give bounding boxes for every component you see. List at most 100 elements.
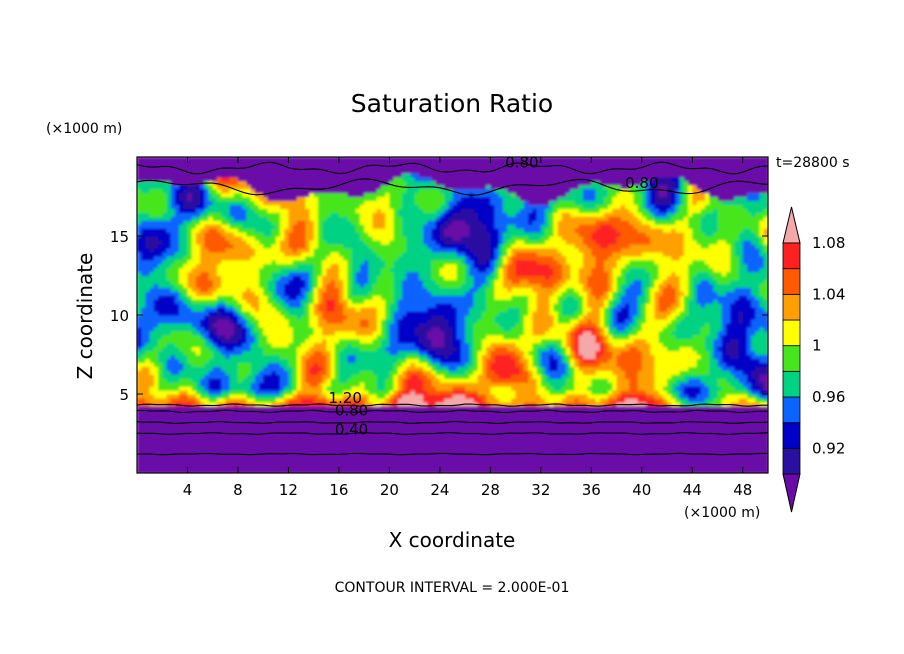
field-cell bbox=[208, 469, 214, 473]
field-cell bbox=[755, 405, 761, 411]
field-cell bbox=[494, 354, 500, 360]
field-cell bbox=[195, 354, 201, 360]
field-cell bbox=[246, 469, 252, 473]
field-cell bbox=[343, 449, 348, 454]
field-cell bbox=[389, 465, 395, 470]
field-cell bbox=[141, 469, 147, 473]
field-cell bbox=[397, 358, 403, 363]
field-cell bbox=[650, 437, 656, 442]
field-cell bbox=[519, 366, 525, 371]
field-cell bbox=[553, 465, 559, 470]
field-cell bbox=[258, 401, 264, 407]
field-cell bbox=[536, 386, 542, 391]
field-cell bbox=[595, 354, 601, 360]
field-cell bbox=[524, 437, 529, 442]
field-cell bbox=[427, 366, 433, 371]
field-cell bbox=[179, 449, 184, 454]
field-cell bbox=[658, 378, 664, 383]
field-cell bbox=[603, 397, 609, 403]
field-cell bbox=[570, 437, 576, 442]
field-cell bbox=[376, 354, 382, 360]
field-cell bbox=[368, 437, 374, 442]
field-cell bbox=[275, 394, 281, 399]
field-cell bbox=[242, 354, 247, 360]
field-cell bbox=[574, 358, 580, 363]
field-cell bbox=[376, 453, 382, 458]
field-cell bbox=[397, 457, 403, 462]
field-cell bbox=[582, 386, 588, 391]
field-cell bbox=[763, 433, 768, 439]
field-cell bbox=[389, 453, 395, 458]
field-cell bbox=[637, 465, 643, 470]
field-cell bbox=[742, 401, 748, 407]
field-cell bbox=[221, 362, 226, 367]
field-cell bbox=[717, 417, 723, 423]
field-cell bbox=[330, 386, 336, 391]
field-cell bbox=[561, 386, 567, 391]
field-cell bbox=[532, 342, 538, 348]
field-cell bbox=[608, 354, 613, 360]
field-cell bbox=[751, 386, 756, 391]
field-cell bbox=[397, 342, 403, 348]
field-cell bbox=[137, 354, 142, 360]
field-cell bbox=[406, 386, 412, 391]
field-cell bbox=[667, 461, 672, 466]
field-cell bbox=[141, 417, 147, 423]
field-cell bbox=[629, 358, 634, 363]
field-cell bbox=[742, 429, 748, 435]
field-cell bbox=[212, 370, 218, 375]
field-cell bbox=[469, 457, 475, 462]
field-cell bbox=[612, 354, 618, 360]
field-cell bbox=[641, 397, 647, 403]
field-cell bbox=[237, 382, 243, 387]
field-cell bbox=[166, 374, 172, 379]
field-cell bbox=[759, 386, 765, 391]
field-cell bbox=[658, 413, 664, 419]
field-cell bbox=[456, 374, 462, 379]
field-cell bbox=[258, 449, 264, 454]
field-cell bbox=[397, 370, 403, 375]
field-cell bbox=[620, 437, 626, 442]
field-cell bbox=[275, 338, 281, 344]
field-cell bbox=[599, 397, 605, 403]
field-cell bbox=[608, 405, 613, 411]
field-cell bbox=[258, 350, 264, 356]
field-cell bbox=[582, 366, 588, 371]
field-cell bbox=[700, 397, 706, 403]
field-cell bbox=[587, 405, 592, 411]
field-cell bbox=[204, 421, 210, 427]
field-cell bbox=[721, 445, 727, 450]
field-cell bbox=[284, 350, 290, 356]
field-cell bbox=[359, 378, 365, 383]
field-cell bbox=[658, 362, 664, 367]
field-cell bbox=[427, 378, 433, 383]
field-cell bbox=[704, 409, 710, 415]
field-cell bbox=[725, 429, 731, 435]
field-cell bbox=[414, 433, 420, 439]
field-cell bbox=[137, 374, 142, 379]
field-cell bbox=[452, 382, 458, 387]
field-cell bbox=[498, 378, 504, 383]
field-cell bbox=[162, 409, 168, 415]
field-cell bbox=[713, 382, 719, 387]
field-cell bbox=[141, 453, 147, 458]
field-cell bbox=[616, 362, 622, 367]
field-cell bbox=[595, 394, 601, 399]
field-cell bbox=[376, 417, 382, 423]
field-cell bbox=[179, 382, 184, 387]
field-cell bbox=[532, 350, 538, 356]
field-cell bbox=[595, 390, 601, 395]
field-cell bbox=[145, 394, 151, 399]
field-cell bbox=[166, 461, 172, 466]
field-cell bbox=[137, 413, 142, 419]
field-cell bbox=[709, 382, 714, 387]
field-cell bbox=[153, 394, 159, 399]
field-cell bbox=[233, 374, 239, 379]
field-cell bbox=[296, 338, 302, 344]
field-cell bbox=[208, 378, 214, 383]
field-cell bbox=[540, 421, 546, 427]
field-cell bbox=[145, 433, 151, 439]
field-cell bbox=[359, 342, 365, 348]
field-cell bbox=[515, 358, 521, 363]
field-cell bbox=[246, 350, 252, 356]
